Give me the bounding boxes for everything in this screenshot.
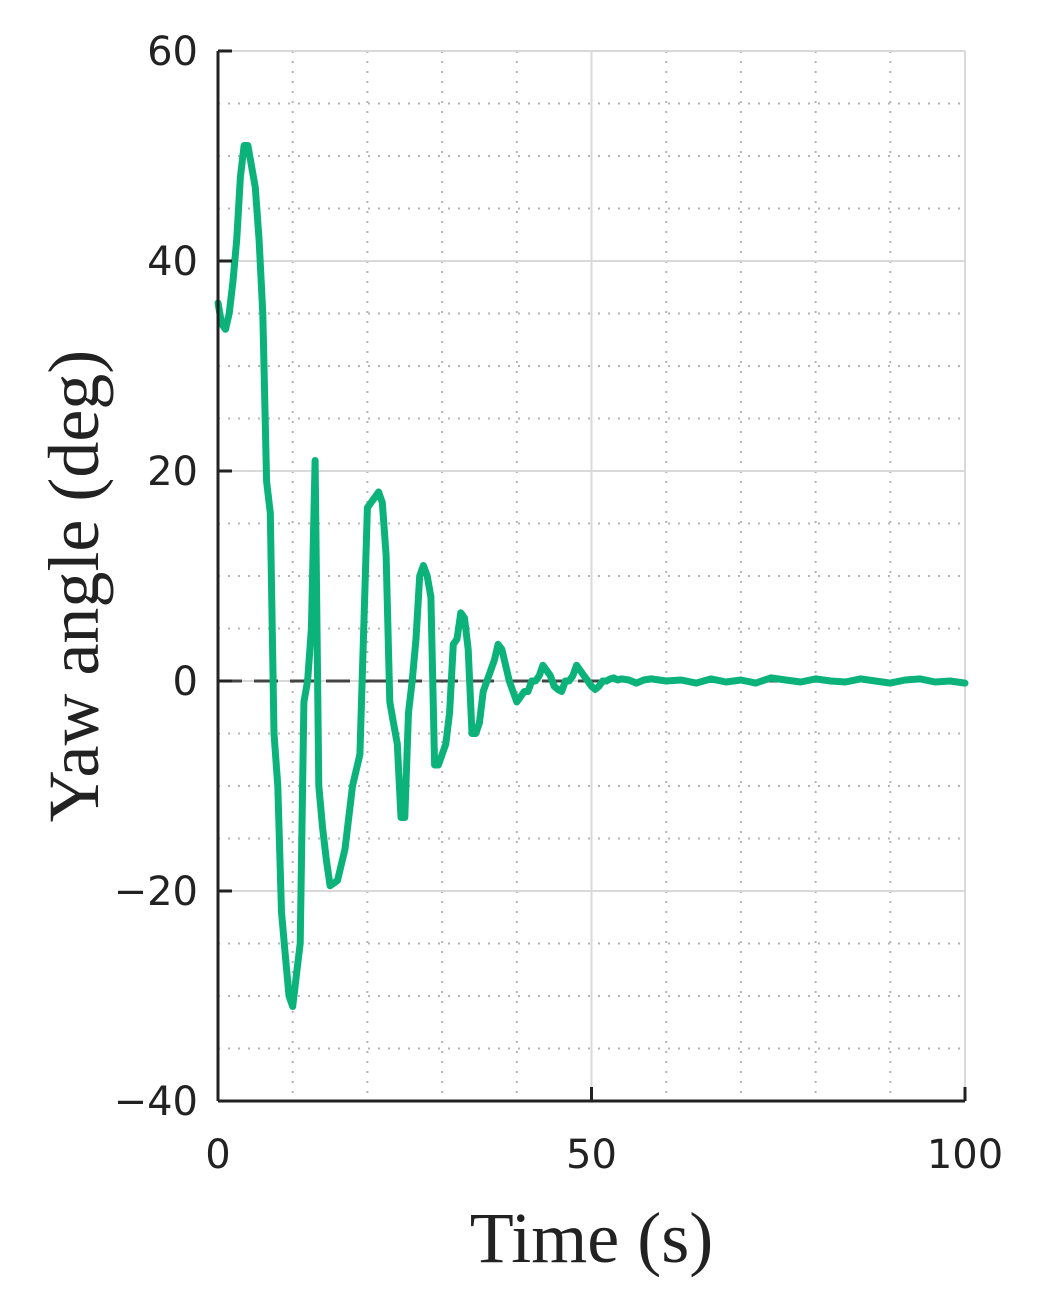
y-axis-label: Yaw angle (deg) [34, 350, 114, 823]
x-tick-label: 100 [927, 1132, 1003, 1178]
axes [216, 49, 967, 1103]
y-tick-label: 40 [147, 239, 198, 285]
x-tick-label: 50 [566, 1132, 617, 1178]
y-tick-label: 20 [147, 449, 198, 495]
major-grid [218, 50, 966, 1101]
y-tick-labels: −40 −20 0 20 40 60 [114, 29, 198, 1125]
y-tick-label: 60 [147, 29, 198, 75]
x-tick-label: 0 [205, 1132, 230, 1178]
y-tick-label: −20 [114, 869, 198, 915]
y-tick-label: −40 [114, 1079, 198, 1125]
x-axis-label: Time (s) [470, 1198, 713, 1278]
x-tick-labels: 0 50 100 [205, 1132, 1003, 1178]
y-tick-label: 0 [173, 659, 198, 705]
series-line-0 [214, 142, 969, 1010]
series-layer [214, 142, 969, 1010]
